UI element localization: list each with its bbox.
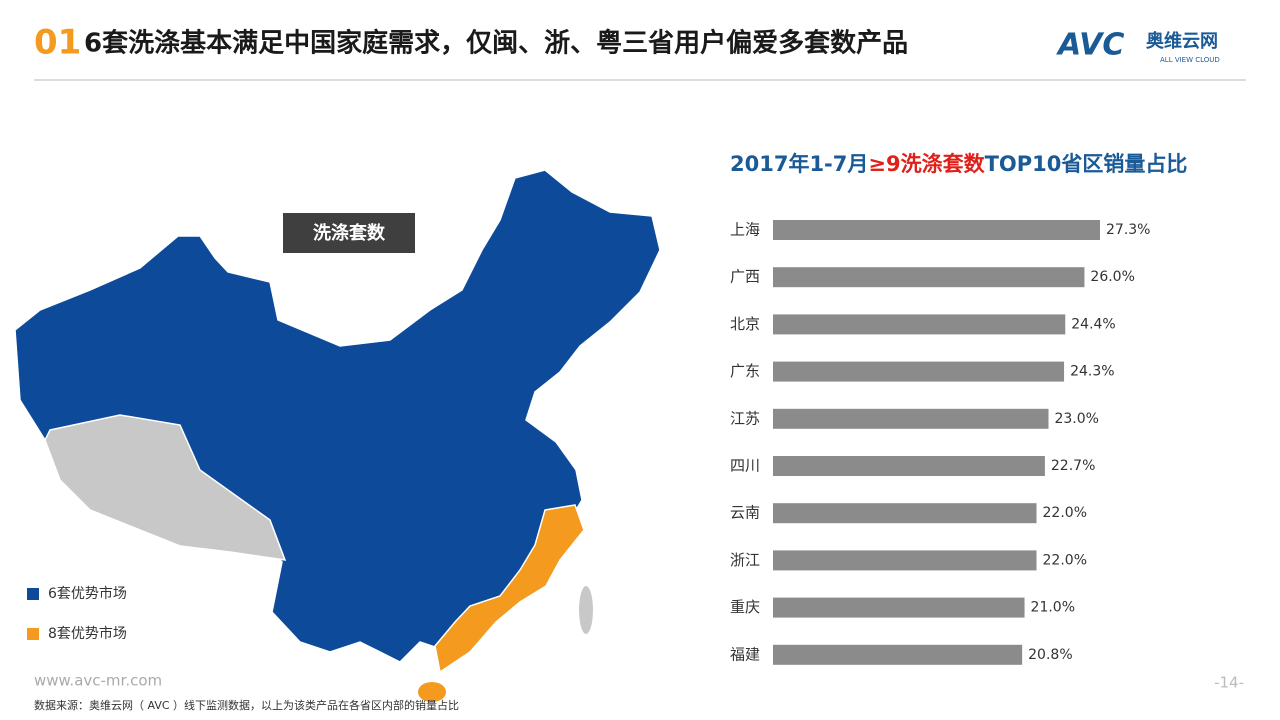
bar xyxy=(773,267,1085,288)
logo-name: 奥维云网 xyxy=(1146,30,1218,52)
map-region-other xyxy=(579,586,593,634)
value-label: 26.0% xyxy=(1090,269,1134,285)
category-label: 四川 xyxy=(730,457,760,475)
category-label: 广东 xyxy=(730,362,760,380)
value-label: 20.8% xyxy=(1028,647,1072,663)
footer-source: 数据来源：奥维云网（ AVC ）线下监测数据，以上为该类产品在各省区内部的销量占… xyxy=(34,698,459,712)
value-label: 21.0% xyxy=(1031,600,1075,616)
bar xyxy=(773,220,1100,240)
bar xyxy=(773,456,1045,476)
value-label: 23.0% xyxy=(1054,411,1098,427)
bar xyxy=(773,597,1025,618)
category-label: 浙江 xyxy=(730,551,760,569)
value-label: 22.0% xyxy=(1043,552,1087,568)
bar xyxy=(773,314,1066,335)
bar xyxy=(773,503,1037,524)
bar xyxy=(773,408,1049,429)
category-label: 广西 xyxy=(730,268,760,286)
legend-label: 8套优势市场 xyxy=(48,625,127,642)
legend-swatch xyxy=(27,628,39,640)
logo-tagline: ALL VIEW CLOUD xyxy=(1160,56,1220,64)
value-label: 27.3% xyxy=(1106,222,1150,238)
bar xyxy=(773,644,1023,665)
chart-title-part: 2017年1-7月 xyxy=(730,152,868,176)
chart-title-part: ≥9洗涤套数 xyxy=(868,152,985,176)
logo-brand: AVC xyxy=(1056,28,1124,63)
value-label: 24.3% xyxy=(1070,364,1114,380)
chart-title: 2017年1-7月≥9洗涤套数TOP10省区销量占比 xyxy=(730,152,1187,176)
bar xyxy=(773,550,1037,571)
bar xyxy=(773,361,1065,382)
map-region-other xyxy=(44,414,287,561)
map: 洗涤套数 6套优势市场 8套优势市场 xyxy=(14,169,661,702)
value-label: 22.7% xyxy=(1051,458,1095,474)
category-label: 上海 xyxy=(730,221,760,239)
page-number: -14- xyxy=(1214,674,1244,692)
value-label: 22.0% xyxy=(1043,505,1087,521)
category-label: 重庆 xyxy=(730,598,760,616)
category-label: 福建 xyxy=(730,645,760,663)
legend-swatch xyxy=(27,588,39,600)
header-title: 6套洗涤基本满足中国家庭需求，仅闽、浙、粤三省用户偏爱多套数产品 xyxy=(84,28,908,59)
map-region-8 xyxy=(418,682,446,702)
chart-title-part: TOP10省区销量占比 xyxy=(985,152,1188,176)
header-number: 01 xyxy=(34,23,81,63)
map-region-8 xyxy=(434,504,585,674)
bar-chart: 上海 27.3% 广西 26.0% 北京 24.4% 广东 24.3% 江苏 23.0% 四川 22.… xyxy=(730,220,1150,665)
value-label: 24.4% xyxy=(1071,316,1115,332)
footer-website: www.avc-mr.com xyxy=(34,672,162,690)
legend-label: 6套优势市场 xyxy=(48,585,127,602)
map-label-box xyxy=(283,213,415,253)
category-label: 北京 xyxy=(730,315,760,333)
map-label: 洗涤套数 xyxy=(313,222,386,244)
category-label: 云南 xyxy=(730,504,760,522)
category-label: 江苏 xyxy=(730,409,760,427)
